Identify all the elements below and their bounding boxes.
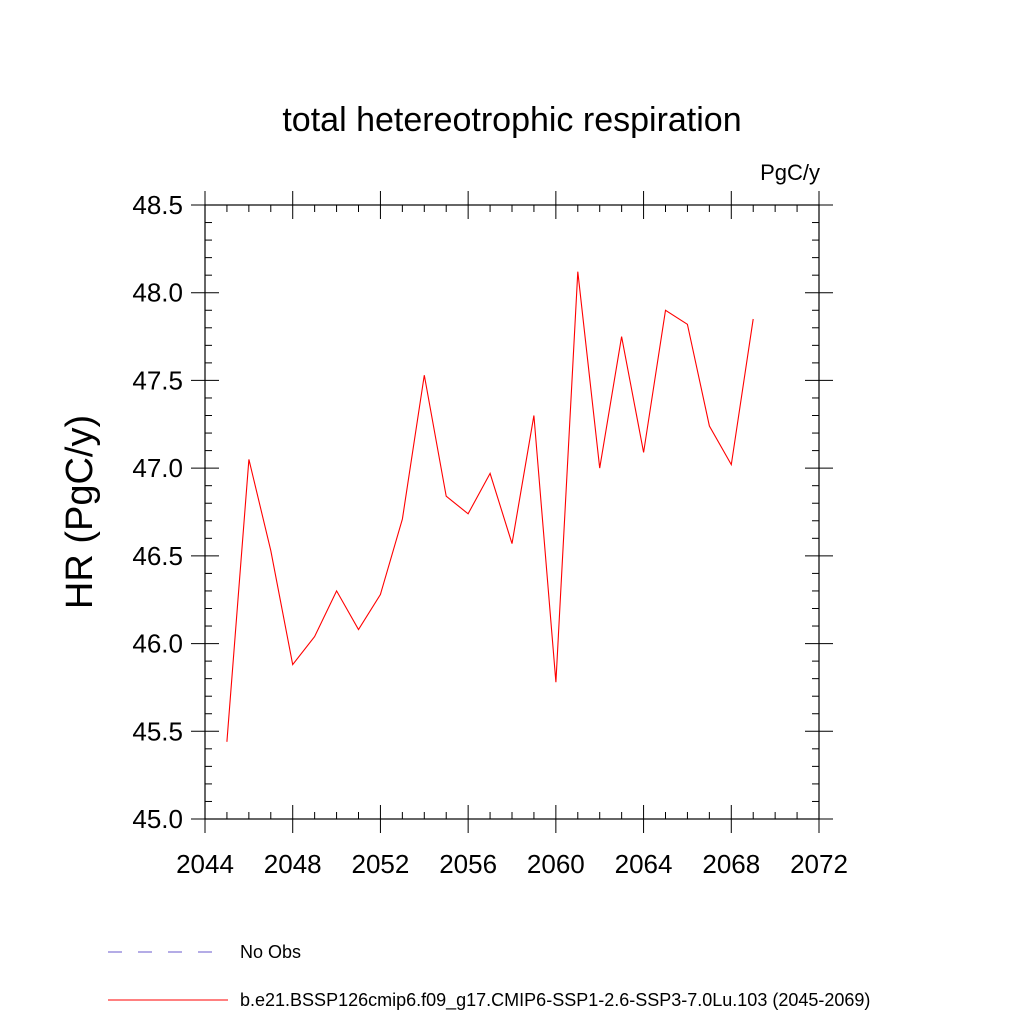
tick-labels: 2044 2048 2052 2056 2060 2064 2068 2072 45.0 45.5… <box>132 190 848 879</box>
y-tick-label: 47.5 <box>132 365 183 395</box>
y-tick-label: 45.0 <box>132 804 183 834</box>
y-axis-label: HR (PgC/y) <box>59 415 101 609</box>
chart-title: total hetereotrophic respiration <box>282 101 741 139</box>
x-tick-label: 2064 <box>615 849 673 879</box>
plot-frame <box>204 204 820 820</box>
y-tick-label: 46.5 <box>132 541 183 571</box>
x-tick-label: 2048 <box>264 849 322 879</box>
series-layer <box>226 271 754 742</box>
x-tick-label: 2072 <box>790 849 848 879</box>
legend-label: No Obs <box>240 942 301 962</box>
x-tick-label: 2068 <box>702 849 760 879</box>
y-tick-label: 47.0 <box>132 453 183 483</box>
series-line <box>226 271 754 742</box>
y-tick-label: 46.0 <box>132 629 183 659</box>
y-tick-label: 45.5 <box>132 716 183 746</box>
units-label: PgC/y <box>760 160 820 185</box>
legend: No Obs b.e21.BSSP126cmip6.f09_g17.CMIP6-S… <box>108 942 870 1011</box>
y-tick-label: 48.5 <box>132 190 183 220</box>
legend-label: b.e21.BSSP126cmip6.f09_g17.CMIP6-SSP1-2.… <box>240 990 870 1011</box>
x-tick-label: 2052 <box>352 849 410 879</box>
y-tick-label: 48.0 <box>132 278 183 308</box>
x-tick-label: 2044 <box>176 849 234 879</box>
x-tick-label: 2060 <box>527 849 585 879</box>
x-tick-label: 2056 <box>439 849 497 879</box>
axis-ticks <box>191 191 833 833</box>
